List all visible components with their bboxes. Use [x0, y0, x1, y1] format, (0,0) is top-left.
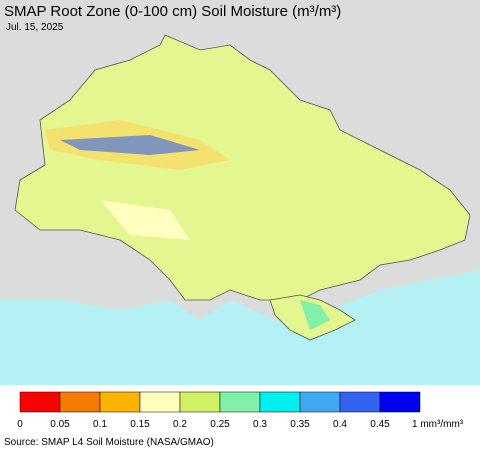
- legend-swatch: [139, 391, 181, 413]
- sea: [0, 270, 480, 385]
- legend-tick-label: 0.4: [333, 419, 347, 430]
- green-patch: [300, 300, 330, 330]
- legend-tick-label: 0.3: [253, 419, 267, 430]
- legend-unit: 1 mm³/mm³: [412, 419, 464, 430]
- legend-swatch: [19, 391, 61, 413]
- legend-swatch: [259, 391, 301, 413]
- legend-tick-label: 0.2: [173, 419, 187, 430]
- legend-tick-label: 0.15: [130, 419, 150, 430]
- legend: 0 0.05 0.1 0.15 0.2 0.25 0.3 0.35 0.4 0.45 1 mm³/m…: [17, 391, 464, 430]
- wet-patch: [60, 135, 200, 155]
- title: SMAP Root Zone (0-100 cm) Soil Moisture …: [4, 3, 341, 20]
- map: [0, 0, 480, 385]
- source: Source: SMAP L4 Soil Moisture (NASA/GMAO…: [4, 437, 214, 448]
- legend-tick-label: 0.05: [50, 419, 70, 430]
- moderate-patch: [100, 200, 190, 240]
- legend-swatch: [379, 391, 421, 413]
- legend-swatch: [59, 391, 101, 413]
- legend-swatch: [339, 391, 381, 413]
- legend-tick-label: 0.35: [290, 419, 310, 430]
- legend-swatch: [99, 391, 141, 413]
- legend-tick-label: 0.25: [210, 419, 230, 430]
- ukraine: [14, 34, 471, 301]
- legend-tick-label: 0: [17, 419, 23, 430]
- legend-swatch: [219, 391, 261, 413]
- legend-tick-label: 0.45: [370, 419, 390, 430]
- legend-swatch: [299, 391, 341, 413]
- legend-tick-label: 0.1: [93, 419, 107, 430]
- legend-swatch: [179, 391, 221, 413]
- date: Jul. 15, 2025: [6, 22, 64, 33]
